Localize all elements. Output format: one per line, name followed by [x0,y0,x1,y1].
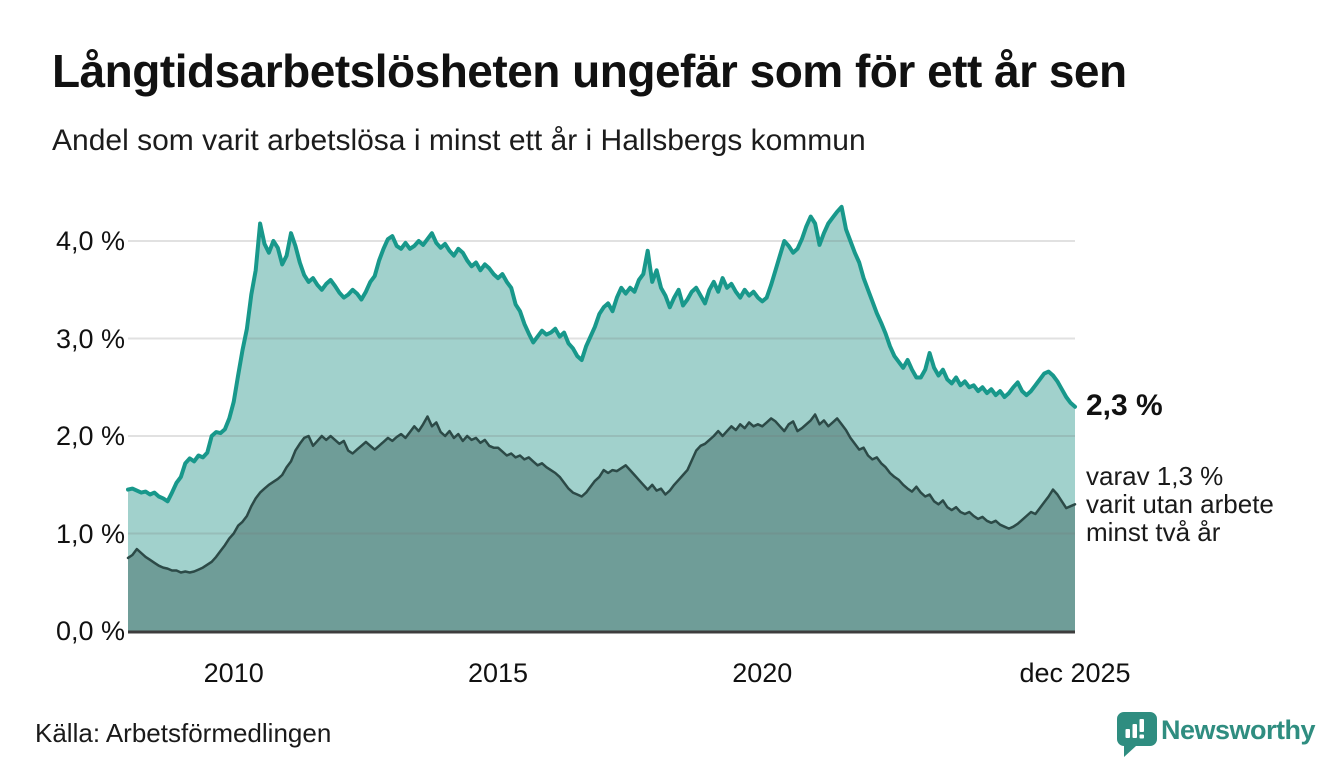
gridlines-overlay [128,240,1075,535]
brand-name: Newsworthy [1161,715,1316,745]
page-subtitle: Andel som varit arbetslösa i minst ett å… [52,124,866,157]
line-min-one-year [126,204,1077,504]
x-tick-label: 2015 [467,658,529,688]
end-note: varav 1,3 % varit utan arbete minst två … [1086,462,1274,546]
y-tick-label: 4,0 % [55,226,125,256]
end-note-line: varav 1,3 % [1086,461,1224,491]
source-credit: Källa: Arbetsförmedlingen [35,718,332,748]
end-note-line: varit utan arbete [1086,489,1274,519]
end-note-line: minst två år [1086,517,1221,547]
x-tick-label: 2010 [203,658,264,688]
y-axis-labels: 0,0 % 1,0 % 2,0 % 3,0 % 4,0 % [28,0,125,780]
area-min-two-years [128,414,1075,631]
end-value-label: 2,3 % [1086,388,1163,422]
x-tick-label: 2020 [732,658,793,688]
y-tick-label: 2,0 % [55,421,125,451]
y-tick-label: 0,0 % [55,616,125,646]
y-tick-label: 1,0 % [55,518,125,549]
newsworthy-icon [1117,712,1157,757]
line-min-two-years [126,413,1077,574]
x-tick-label: dec 2025 [1019,658,1131,688]
y-tick-label: 3,0 % [55,323,125,354]
page-title: Långtidsarbetslösheten ungefär som för e… [52,45,1127,97]
